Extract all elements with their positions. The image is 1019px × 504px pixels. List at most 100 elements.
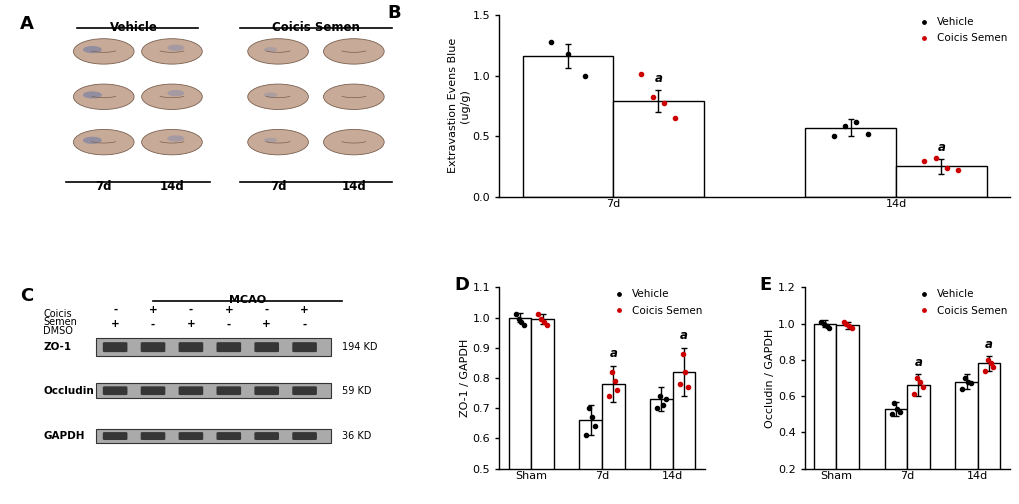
Text: D: D <box>453 276 469 294</box>
FancyBboxPatch shape <box>178 432 203 440</box>
FancyBboxPatch shape <box>96 383 331 399</box>
Text: 7d: 7d <box>270 180 286 193</box>
Text: MCAO: MCAO <box>229 294 266 304</box>
FancyBboxPatch shape <box>254 387 279 395</box>
Y-axis label: ZO-1 / GAPDH: ZO-1 / GAPDH <box>460 339 470 417</box>
Text: 59 KD: 59 KD <box>342 386 372 396</box>
FancyBboxPatch shape <box>96 429 331 443</box>
Text: 14d: 14d <box>159 180 184 193</box>
Text: +: + <box>300 305 309 315</box>
Bar <box>531 319 553 504</box>
Ellipse shape <box>83 91 102 99</box>
Text: ZO-1: ZO-1 <box>43 342 71 352</box>
Ellipse shape <box>167 90 184 96</box>
FancyBboxPatch shape <box>103 387 127 395</box>
Legend: Vehicle, Coicis Semen: Vehicle, Coicis Semen <box>607 289 702 316</box>
Ellipse shape <box>73 39 133 64</box>
Text: a: a <box>984 338 993 351</box>
FancyBboxPatch shape <box>141 342 165 352</box>
Ellipse shape <box>142 84 202 109</box>
Text: Semen: Semen <box>43 317 77 327</box>
Ellipse shape <box>264 47 277 52</box>
Bar <box>805 128 895 197</box>
Text: a: a <box>654 72 661 85</box>
Text: -: - <box>303 320 307 330</box>
FancyBboxPatch shape <box>292 432 317 440</box>
Text: 36 KD: 36 KD <box>342 431 372 441</box>
Bar <box>672 372 695 504</box>
Text: -: - <box>264 305 269 315</box>
FancyBboxPatch shape <box>254 342 279 352</box>
Legend: Vehicle, Coicis Semen: Vehicle, Coicis Semen <box>912 289 1007 316</box>
Ellipse shape <box>83 137 102 144</box>
FancyBboxPatch shape <box>141 432 165 440</box>
Bar <box>813 324 836 504</box>
Text: A: A <box>20 15 35 33</box>
FancyBboxPatch shape <box>103 432 127 440</box>
Text: a: a <box>936 141 945 154</box>
FancyBboxPatch shape <box>216 342 240 352</box>
Bar <box>649 399 672 504</box>
Ellipse shape <box>142 39 202 64</box>
Ellipse shape <box>73 84 133 109</box>
Y-axis label: Occludin / GAPDH: Occludin / GAPDH <box>764 329 774 427</box>
FancyBboxPatch shape <box>103 342 127 352</box>
FancyBboxPatch shape <box>216 387 240 395</box>
Ellipse shape <box>248 84 308 109</box>
Text: a: a <box>608 347 616 360</box>
Ellipse shape <box>264 92 277 97</box>
Ellipse shape <box>142 130 202 155</box>
Ellipse shape <box>248 130 308 155</box>
Ellipse shape <box>323 84 384 109</box>
FancyBboxPatch shape <box>141 387 165 395</box>
Bar <box>522 56 612 197</box>
Text: 14d: 14d <box>341 180 366 193</box>
Legend: Vehicle, Coicis Semen: Vehicle, Coicis Semen <box>912 17 1007 43</box>
Text: -: - <box>151 320 155 330</box>
FancyBboxPatch shape <box>96 338 331 356</box>
Ellipse shape <box>167 135 184 142</box>
Ellipse shape <box>248 39 308 64</box>
Text: -: - <box>189 305 193 315</box>
Ellipse shape <box>73 130 133 155</box>
Ellipse shape <box>83 46 102 53</box>
Text: a: a <box>914 356 921 369</box>
Text: +: + <box>224 305 233 315</box>
Bar <box>579 420 601 504</box>
Text: DMSO: DMSO <box>43 326 73 336</box>
FancyBboxPatch shape <box>292 342 317 352</box>
FancyBboxPatch shape <box>178 342 203 352</box>
Y-axis label: Extravastion Evens Blue
(ug/g): Extravastion Evens Blue (ug/g) <box>447 38 470 173</box>
Text: E: E <box>759 276 771 294</box>
Ellipse shape <box>323 130 384 155</box>
Bar <box>836 326 858 504</box>
Bar <box>612 101 703 197</box>
FancyBboxPatch shape <box>216 432 240 440</box>
Bar <box>883 409 906 504</box>
Bar <box>955 382 977 504</box>
Ellipse shape <box>323 39 384 64</box>
Text: +: + <box>149 305 157 315</box>
FancyBboxPatch shape <box>292 387 317 395</box>
Bar <box>977 363 1000 504</box>
Text: +: + <box>262 320 271 330</box>
Text: -: - <box>113 305 117 315</box>
Text: Coicis: Coicis <box>43 309 71 319</box>
Text: a: a <box>680 329 687 342</box>
Text: Vehicle: Vehicle <box>110 21 158 34</box>
Text: C: C <box>20 287 34 305</box>
Bar <box>508 318 531 504</box>
Bar <box>906 385 929 504</box>
Text: GAPDH: GAPDH <box>43 431 85 441</box>
Text: +: + <box>186 320 195 330</box>
Text: Occludin: Occludin <box>43 386 94 396</box>
FancyBboxPatch shape <box>178 387 203 395</box>
Text: 194 KD: 194 KD <box>342 342 378 352</box>
Bar <box>895 166 985 197</box>
Text: Coicis Semen: Coicis Semen <box>272 21 360 34</box>
Text: +: + <box>111 320 119 330</box>
Ellipse shape <box>167 45 184 51</box>
FancyBboxPatch shape <box>254 432 279 440</box>
Text: 7d: 7d <box>96 180 112 193</box>
Text: B: B <box>386 4 400 22</box>
